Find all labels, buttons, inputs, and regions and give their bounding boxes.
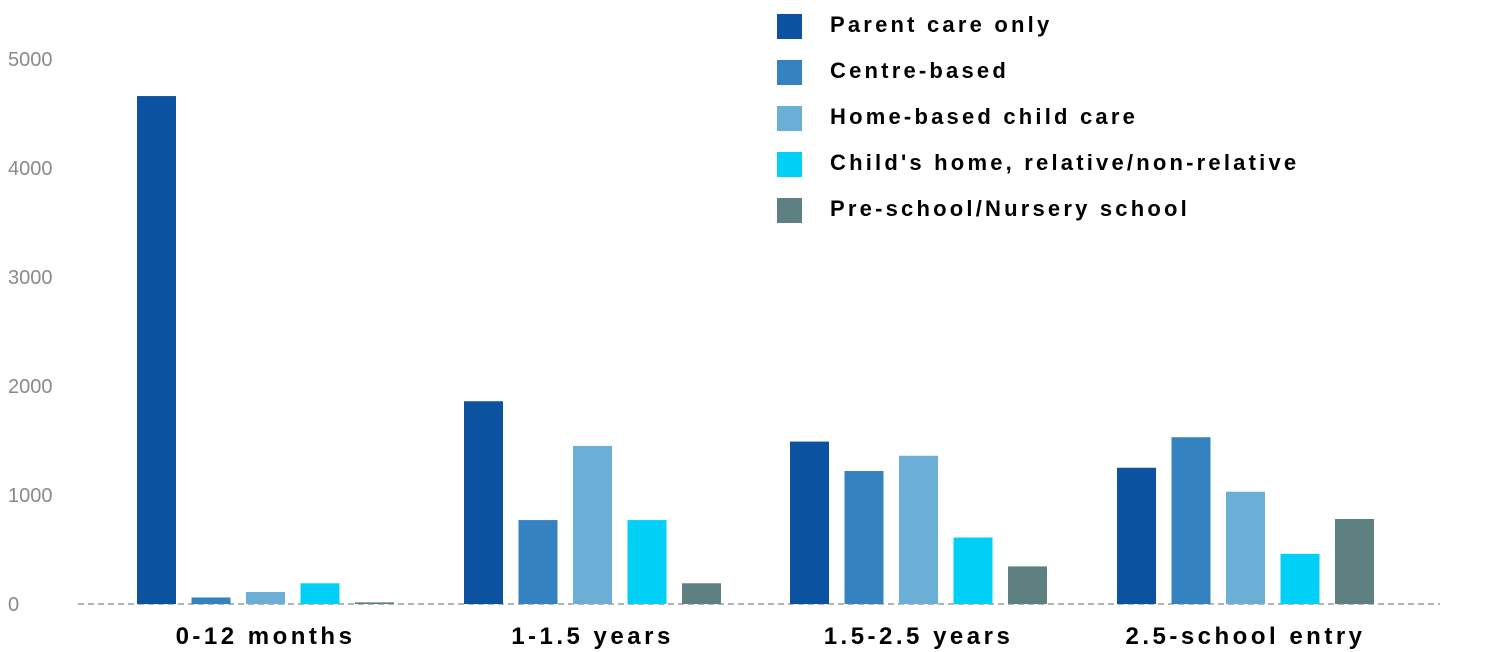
bar [844,471,884,604]
legend-label: Home-based child care [830,104,1138,129]
bar [1117,467,1156,604]
bar [137,96,176,604]
legend-swatch [777,60,802,85]
y-tick-label: 2000 [8,376,53,398]
bar [246,592,285,604]
legend-swatch [777,106,802,131]
bar [899,455,938,604]
y-tick-label: 4000 [8,158,53,180]
x-tick-label: 2.5-school entry [1125,623,1365,650]
bar [682,583,721,604]
bar [1171,437,1211,604]
bar [355,602,394,604]
bar [1008,566,1047,604]
y-tick-label: 0 [8,594,19,616]
legend-label: Pre-school/Nursery school [830,196,1190,221]
legend-swatch [777,198,802,223]
bar [464,401,503,604]
legend-label: Parent care only [830,12,1052,37]
bar [1335,518,1374,604]
bar [1280,553,1320,604]
bar [518,520,558,604]
bar [573,445,612,604]
bar [1226,491,1265,604]
legend-label: Child's home, relative/non-relative [830,150,1299,175]
legend-label: Centre-based [830,58,1009,83]
x-tick-label: 1.5-2.5 years [824,623,1014,650]
bar [300,583,340,604]
y-tick-label: 3000 [8,267,53,289]
x-tick-label: 0-12 months [176,623,356,650]
x-tick-label: 1-1.5 years [511,623,674,650]
bar [953,537,993,604]
y-tick-label: 5000 [8,49,53,71]
y-tick-label: 1000 [8,485,53,507]
bar [627,520,667,604]
bar [191,597,231,604]
legend-swatch [777,14,802,39]
bar [790,441,829,604]
legend-swatch [777,152,802,177]
